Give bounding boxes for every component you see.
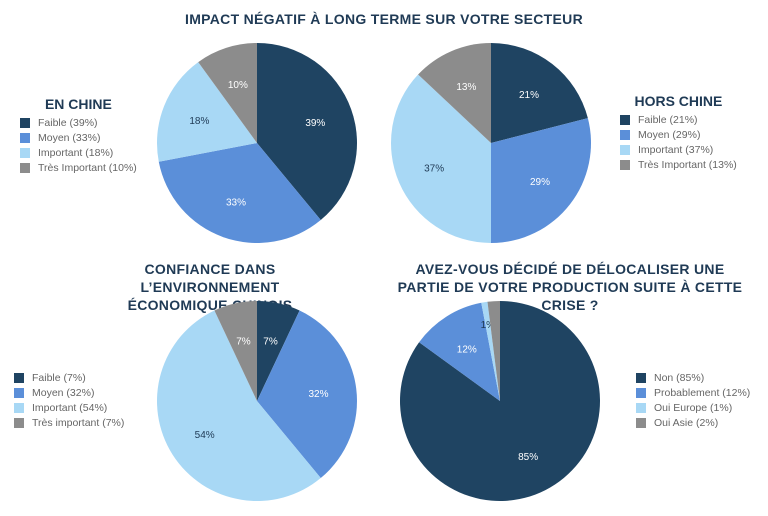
legend-label: Oui Asie (2%) xyxy=(654,416,719,429)
legend-swatch xyxy=(636,402,646,413)
legend-swatch xyxy=(20,162,30,173)
legend-label: Important (37%) xyxy=(638,143,714,156)
legend-label: Moyen (33%) xyxy=(38,131,101,144)
legend-delocalisation: Non (85%) Probablement (12%) Oui Europe (1… xyxy=(636,370,750,430)
data-label: 29% xyxy=(530,177,550,188)
pie-slice-probablement xyxy=(419,302,500,401)
legend-label: Moyen (29%) xyxy=(638,128,701,141)
legend-item: Faible (39%) xyxy=(20,115,137,130)
legend-label: Important (18%) xyxy=(38,146,114,159)
legend-label: Non (85%) xyxy=(654,371,705,384)
legend-item: Très Important (10%) xyxy=(20,160,137,175)
chart1-title: EN CHINE xyxy=(44,96,112,112)
legend-label: Probablement (12%) xyxy=(654,386,751,399)
legend-swatch xyxy=(620,159,630,170)
legend-item: Oui Europe (1%) xyxy=(636,400,750,415)
legend-label: Important (54%) xyxy=(32,401,108,414)
pie-slice-faible xyxy=(491,43,588,143)
data-label: 54% xyxy=(195,430,215,441)
legend-swatch xyxy=(636,372,646,383)
pie-slice-oui-asie xyxy=(487,301,500,401)
data-label: 21% xyxy=(519,90,539,101)
legend-label: Faible (7%) xyxy=(32,371,86,384)
legend-swatch xyxy=(20,132,30,143)
legend-item: Important (37%) xyxy=(620,142,737,157)
pie-slice-oui-europe xyxy=(481,301,500,401)
main-title: IMPACT NÉGATIF À LONG TERME SUR VOTRE SE… xyxy=(185,11,583,27)
legend-item: Faible (7%) xyxy=(14,370,124,385)
legend-label: Très Important (13%) xyxy=(638,158,737,171)
pie-slice-important xyxy=(157,310,321,501)
legend-item: Très Important (13%) xyxy=(620,157,737,172)
pie-slice-important xyxy=(157,62,257,162)
legend-item: Non (85%) xyxy=(636,370,750,385)
legend-label: Moyen (32%) xyxy=(32,386,95,399)
pie-slice-faible xyxy=(257,301,300,401)
legend-en-chine: EN CHINE Faible (39%) Moyen (33%) Important… xyxy=(20,96,137,175)
legend-label: Très important (7%) xyxy=(32,416,125,429)
legend-item: Important (18%) xyxy=(20,145,137,160)
data-label: 7% xyxy=(236,336,251,347)
data-label: 12% xyxy=(457,345,477,356)
legend-swatch xyxy=(620,114,630,125)
legend-swatch xyxy=(620,129,630,140)
legend-label: Faible (39%) xyxy=(38,116,98,129)
pie-slice-faible xyxy=(257,43,358,221)
data-label: 13% xyxy=(456,82,476,93)
legend-label: Faible (21%) xyxy=(638,113,698,126)
pie-slice-moyen xyxy=(158,143,321,243)
legend-swatch xyxy=(14,372,24,383)
legend-swatch xyxy=(20,147,30,158)
data-label: 37% xyxy=(424,164,444,175)
pie-slice-très-important xyxy=(214,301,257,401)
legend-swatch xyxy=(620,144,630,155)
legend-item: Faible (21%) xyxy=(620,112,737,127)
legend-confiance: Faible (7%) Moyen (32%) Important (54%) Trè… xyxy=(14,370,124,430)
legend-swatch xyxy=(14,402,24,413)
legend-item: Important (54%) xyxy=(14,400,124,415)
legend-item: Très important (7%) xyxy=(14,415,124,430)
pie-slice-très-important xyxy=(418,43,491,143)
pie-slice-très-important xyxy=(198,43,257,143)
legend-swatch xyxy=(636,417,646,428)
data-label: 18% xyxy=(189,116,209,127)
legend-hors-chine: HORS CHINE Faible (21%) Moyen (29%) Importa… xyxy=(620,93,737,172)
data-label: 85% xyxy=(518,452,538,463)
pie-slice-important xyxy=(391,74,491,243)
legend-item: Moyen (29%) xyxy=(620,127,737,142)
pie-slice-moyen xyxy=(257,310,358,479)
data-label: 10% xyxy=(228,80,248,91)
legend-item: Oui Asie (2%) xyxy=(636,415,750,430)
legend-label: Très Important (10%) xyxy=(38,161,137,174)
legend-swatch xyxy=(14,417,24,428)
legend-item: Probablement (12%) xyxy=(636,385,750,400)
data-label: 39% xyxy=(305,118,325,129)
chart2-title: HORS CHINE xyxy=(634,93,723,109)
data-label: 1% xyxy=(481,320,496,331)
legend-label: Oui Europe (1%) xyxy=(654,401,733,414)
legend-swatch xyxy=(14,387,24,398)
pie-slice-moyen xyxy=(491,118,591,243)
data-label: 33% xyxy=(226,197,246,208)
data-label: 7% xyxy=(263,336,278,347)
legend-item: Moyen (32%) xyxy=(14,385,124,400)
legend-item: Moyen (33%) xyxy=(20,130,137,145)
legend-swatch xyxy=(20,117,30,128)
pie-slice-non xyxy=(399,301,600,501)
data-label: 32% xyxy=(309,389,329,400)
chart4-title: AVEZ-VOUS DÉCIDÉ DE DÉLOCALISER UNE PART… xyxy=(397,261,743,313)
legend-swatch xyxy=(636,387,646,398)
